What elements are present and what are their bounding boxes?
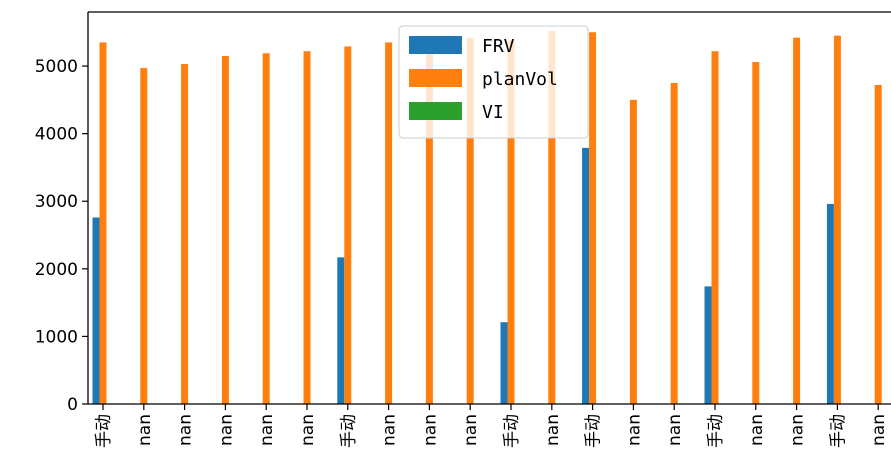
- legend-swatch-planvol: [409, 69, 462, 87]
- x-tick-label-10: 手动: [502, 414, 522, 448]
- x-tick-label-11: nan: [543, 414, 563, 446]
- bar-planvol-12: [589, 32, 597, 404]
- x-tick-label-7: nan: [380, 414, 400, 446]
- bar-planvol-9: [466, 37, 474, 404]
- bar-planvol-11: [548, 30, 556, 405]
- x-tick-label-4: nan: [257, 414, 277, 446]
- bar-planvol-13: [629, 99, 637, 405]
- legend: FRV planVol VI: [398, 25, 589, 139]
- axes-layer: [87, 11, 891, 405]
- bar-frv-10: [500, 322, 508, 404]
- x-tick-label-6: 手动: [339, 414, 359, 448]
- y-tick-label-2: 2000: [35, 260, 78, 280]
- y-tick-label-3: 3000: [35, 192, 78, 212]
- x-tick-label-9: nan: [461, 414, 481, 446]
- bar-frv-6: [337, 257, 345, 404]
- x-tick-label-2: nan: [176, 414, 196, 446]
- x-tick-label-16: nan: [747, 414, 767, 446]
- bar-frv-18: [826, 203, 834, 404]
- y-tick-label-0: 0: [67, 395, 78, 415]
- x-tick-label-18: 手动: [828, 414, 848, 448]
- y-tick-label-4: 4000: [35, 125, 78, 145]
- legend-label-planvol: planVol: [482, 69, 558, 90]
- x-tick-label-1: nan: [135, 414, 155, 446]
- bar-planvol-5: [303, 51, 311, 404]
- bar-planvol-15: [711, 51, 719, 404]
- bar-planvol-17: [793, 37, 801, 404]
- bar-planvol-7: [385, 42, 393, 405]
- bar-frv-0: [92, 217, 100, 404]
- bars-layer: [92, 30, 882, 405]
- bar-planvol-19: [874, 84, 882, 404]
- bar-planvol-10: [507, 40, 515, 405]
- y-tick-label-5: 5000: [35, 57, 78, 77]
- bar-planvol-18: [833, 35, 841, 404]
- x-tick-label-3: nan: [216, 414, 236, 446]
- x-tick-label-12: 手动: [584, 414, 604, 448]
- x-tick-label-0: 手动: [94, 414, 114, 448]
- x-tick-label-5: nan: [298, 414, 318, 446]
- bar-planvol-3: [221, 55, 229, 405]
- bar-planvol-16: [752, 62, 760, 404]
- bar-planvol-6: [344, 46, 352, 404]
- x-tick-label-19: nan: [869, 414, 889, 446]
- legend-label-vi: VI: [482, 102, 504, 123]
- x-tick-label-13: nan: [624, 414, 644, 446]
- x-tick-label-15: 手动: [706, 414, 726, 448]
- bar-planvol-1: [140, 68, 148, 404]
- legend-swatch-vi: [409, 102, 462, 120]
- bar-planvol-0: [99, 42, 107, 405]
- bar-planvol-14: [670, 82, 678, 404]
- x-tick-label-17: nan: [788, 414, 808, 446]
- x-tick-label-8: nan: [420, 414, 440, 446]
- bar-planvol-8: [425, 43, 433, 404]
- bar-planvol-4: [262, 53, 270, 404]
- bar-frv-12: [582, 147, 590, 405]
- bar-planvol-2: [181, 64, 189, 404]
- legend-label-frv: FRV: [482, 36, 515, 57]
- x-tick-label-14: nan: [665, 414, 685, 446]
- bar-frv-15: [704, 286, 712, 404]
- legend-swatch-frv: [409, 36, 462, 54]
- y-tick-label-1: 1000: [35, 327, 78, 347]
